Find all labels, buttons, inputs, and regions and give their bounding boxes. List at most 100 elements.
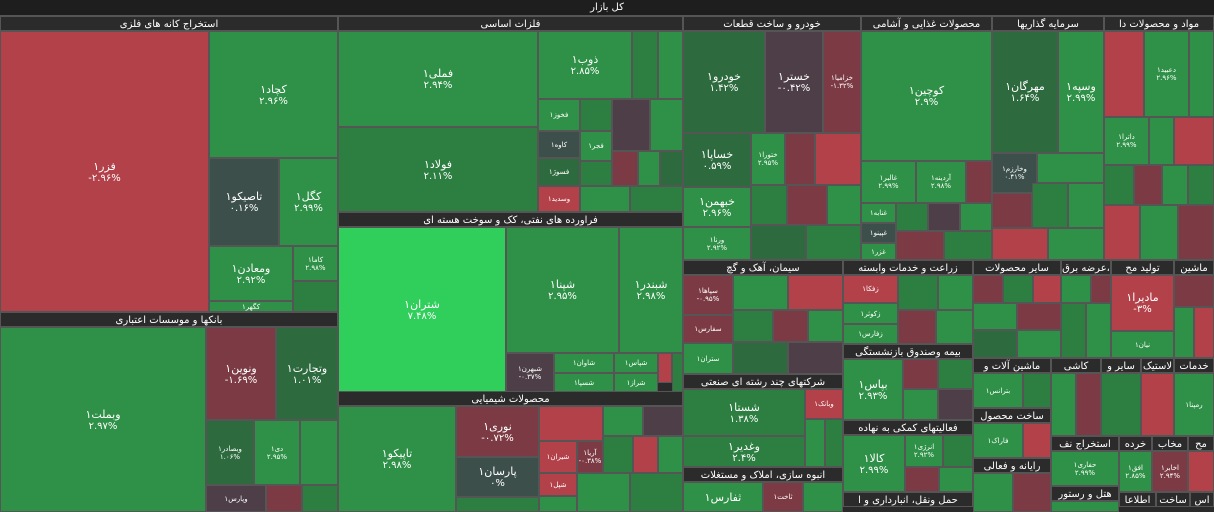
tile-shasta[interactable]: شستا۱ ۱.۳۸% bbox=[683, 389, 805, 436]
sector-pharma[interactable]: مواد و محصولات دا دعبید۱ ۲.۹۶% داترا۱ ۲.… bbox=[1104, 16, 1214, 260]
tile-sahama[interactable]: سپاها۱ -۰.۹۵% bbox=[683, 275, 733, 315]
tile-filler[interactable] bbox=[815, 133, 861, 185]
tile-shesina[interactable]: شسپا۱ bbox=[554, 373, 614, 392]
tile-filler[interactable] bbox=[1140, 205, 1178, 260]
tile-filler[interactable] bbox=[1037, 153, 1104, 183]
tile-filler[interactable] bbox=[266, 485, 302, 512]
tile-madira[interactable]: مادیرا۱ -۳% bbox=[1111, 275, 1174, 331]
tile-filler[interactable] bbox=[788, 342, 843, 374]
tile-filler[interactable] bbox=[672, 353, 683, 392]
tile-khazamia[interactable]: خزامیا۱ -۱.۳۲% bbox=[823, 31, 861, 133]
tile-filler[interactable] bbox=[827, 185, 861, 225]
tile-filler[interactable] bbox=[905, 467, 939, 492]
tile-shbahran[interactable]: شبهرن۱ -۰.۳۷% bbox=[506, 353, 554, 392]
tile-filler[interactable] bbox=[1048, 228, 1104, 260]
tile-filler[interactable] bbox=[1174, 117, 1214, 165]
tile-ghanila[interactable]: غنابه۱ bbox=[861, 203, 896, 223]
tile-fajr[interactable]: فجر۱ bbox=[580, 131, 612, 161]
tile-filler[interactable] bbox=[1188, 451, 1214, 492]
sector-multi-industry[interactable]: شرکتهای چند رشته ای صنعتی شستا۱ ۱.۳۸% وغ… bbox=[683, 374, 843, 467]
tile-filler[interactable] bbox=[603, 406, 643, 436]
tile-dabid[interactable]: دعبید۱ ۲.۹۶% bbox=[1144, 31, 1189, 117]
tile-filler[interactable] bbox=[1068, 183, 1104, 228]
tile-filler[interactable] bbox=[577, 473, 630, 512]
tile-shepna[interactable]: شپنا۱ ۲.۹۵% bbox=[506, 227, 619, 353]
tile-filler[interactable] bbox=[1188, 165, 1214, 205]
sector-pharma-small[interactable]: مح bbox=[1188, 436, 1214, 492]
sector-electricity[interactable]: عرضه برق، bbox=[1061, 260, 1111, 358]
tile-filler[interactable] bbox=[938, 359, 973, 389]
tile-filler[interactable] bbox=[903, 389, 938, 420]
tile-ghaliar[interactable]: غالبر۱ ۲.۹۹% bbox=[861, 161, 916, 203]
tile-filler[interactable] bbox=[658, 31, 683, 99]
sector-tile[interactable]: کاشی bbox=[1051, 358, 1101, 436]
tile-zafaka[interactable]: زفکا۱ bbox=[843, 275, 898, 303]
tile-filler[interactable] bbox=[1017, 330, 1061, 358]
tile-filler[interactable] bbox=[1013, 473, 1051, 512]
tile-filler[interactable] bbox=[938, 389, 973, 420]
tile-kegohar[interactable]: کگهر۱ bbox=[209, 301, 293, 312]
tile-filler[interactable] bbox=[1023, 423, 1051, 458]
tile-vamaadan[interactable]: ومعادن۱ ۲.۹۲% bbox=[209, 246, 293, 301]
tile-filler[interactable] bbox=[1051, 501, 1119, 512]
tile-filler[interactable] bbox=[1017, 303, 1061, 330]
tile-filler[interactable] bbox=[603, 436, 633, 473]
tile-filler[interactable] bbox=[944, 231, 992, 260]
tile-sharaz[interactable]: شراز۱ bbox=[614, 373, 658, 392]
tile-filler[interactable] bbox=[612, 99, 650, 151]
tile-akhaber[interactable]: اخابر۱ ۲.۹۴% bbox=[1152, 451, 1188, 492]
tile-filler[interactable] bbox=[1104, 205, 1140, 260]
tile-vnovin[interactable]: ونوین۱ -۱.۶۹% bbox=[206, 327, 276, 420]
tile-filler[interactable] bbox=[1189, 31, 1214, 117]
tile-filler[interactable] bbox=[808, 310, 843, 342]
tile-shavan[interactable]: شاوان۱ bbox=[554, 353, 614, 373]
tile-mehregan[interactable]: مهرگان۱ ۱.۶۴% bbox=[992, 31, 1058, 153]
tile-filler[interactable] bbox=[1061, 303, 1086, 358]
sector-petroleum[interactable]: فراورده های نفتی، کک و سوخت هسته ای شترا… bbox=[338, 212, 683, 392]
tile-filler[interactable] bbox=[733, 342, 788, 374]
tile-vaghadir[interactable]: وغدیر۱ ۲.۴% bbox=[683, 436, 805, 467]
tile-batranes[interactable]: بترانس۱ bbox=[973, 373, 1023, 408]
sector-transport[interactable]: حمل ونقل، انبارداری و ا bbox=[843, 492, 973, 512]
sector-agriculture[interactable]: زراعت و خدمات وابسته زفکا۱ زکوثر۱ زفارس۱ bbox=[843, 260, 973, 344]
sector-auto[interactable]: خودرو و ساخت قطعات خودرو۱ ۱.۴۲% خستر۱ -۰… bbox=[683, 16, 861, 260]
tile-fesoorj[interactable]: فسوژ۱ bbox=[538, 158, 580, 186]
tile-filler[interactable] bbox=[903, 359, 938, 389]
sector-chemical[interactable]: محصولات شیمیایی تاپیکو۱ ۲.۹۸% نوری۱ -۰.۷… bbox=[338, 391, 683, 512]
sector-services[interactable]: خدمات رمپنا۱ bbox=[1174, 358, 1214, 436]
tile-shiran[interactable]: شیران۱ bbox=[539, 441, 577, 473]
tile-zefars[interactable]: زفارس۱ bbox=[843, 324, 898, 344]
tile-filler[interactable] bbox=[658, 436, 683, 473]
tile-khesapa[interactable]: خساپا۱ ۰.۵۹% bbox=[683, 133, 751, 187]
sector-it[interactable]: رایانه و فعالی bbox=[973, 458, 1051, 512]
tile-filler[interactable] bbox=[898, 275, 938, 310]
sector-other-food[interactable]: سایر و bbox=[1101, 358, 1141, 436]
tile-ramapana[interactable]: رمپنا۱ bbox=[1174, 373, 1214, 436]
tile-kama[interactable]: کاما۱ ۲.۹۸% bbox=[293, 246, 338, 281]
sector-basic-metals[interactable]: فلزات اساسی فملی۱ ۲.۹۴% فولاد۱ ۲.۱۱% ذوب… bbox=[338, 16, 683, 212]
tile-filler[interactable] bbox=[1149, 117, 1174, 165]
tile-koochin[interactable]: کوچین۱ ۲.۹% bbox=[861, 31, 992, 161]
tile-filler[interactable] bbox=[1104, 31, 1144, 117]
sector-info[interactable]: اطلاعا bbox=[1119, 492, 1156, 512]
tile-shpas[interactable]: شپاس۱ bbox=[614, 353, 658, 373]
sector-machinery[interactable]: ماشین bbox=[1174, 260, 1214, 358]
tile-filler[interactable] bbox=[733, 310, 773, 342]
tile-filler[interactable] bbox=[1051, 373, 1076, 436]
tile-fooolad[interactable]: فولاد۱ ۲.۱۱% bbox=[338, 127, 538, 212]
sector-hotel[interactable]: هتل و رستور bbox=[1051, 486, 1119, 512]
tile-vebmelat[interactable]: وبملت۱ ۲.۹۷% bbox=[0, 327, 206, 512]
tile-shbel[interactable]: شپل۱ bbox=[539, 473, 577, 496]
tile-kala[interactable]: کالا۱ ۲.۹۹% bbox=[843, 435, 905, 492]
tile-filler[interactable] bbox=[1194, 307, 1214, 358]
tile-kegol[interactable]: کگل۱ ۲.۹۹% bbox=[279, 158, 338, 246]
tile-filler[interactable] bbox=[733, 275, 788, 310]
tile-ghibino[interactable]: غپینو۱ bbox=[861, 223, 896, 243]
tile-filler[interactable] bbox=[539, 406, 603, 441]
tile-filler[interactable] bbox=[300, 420, 338, 485]
sector-construction[interactable]: انبوه سازی، املاک و مستغلات ثفارس۱ ثاخت۱ bbox=[683, 467, 843, 512]
tile-filler[interactable] bbox=[456, 497, 539, 512]
tile-farak[interactable]: فاراک۱ bbox=[973, 423, 1023, 458]
tile-khebahman[interactable]: خبهمن۱ ۲.۹۶% bbox=[683, 187, 751, 227]
tile-filler[interactable] bbox=[936, 310, 973, 344]
